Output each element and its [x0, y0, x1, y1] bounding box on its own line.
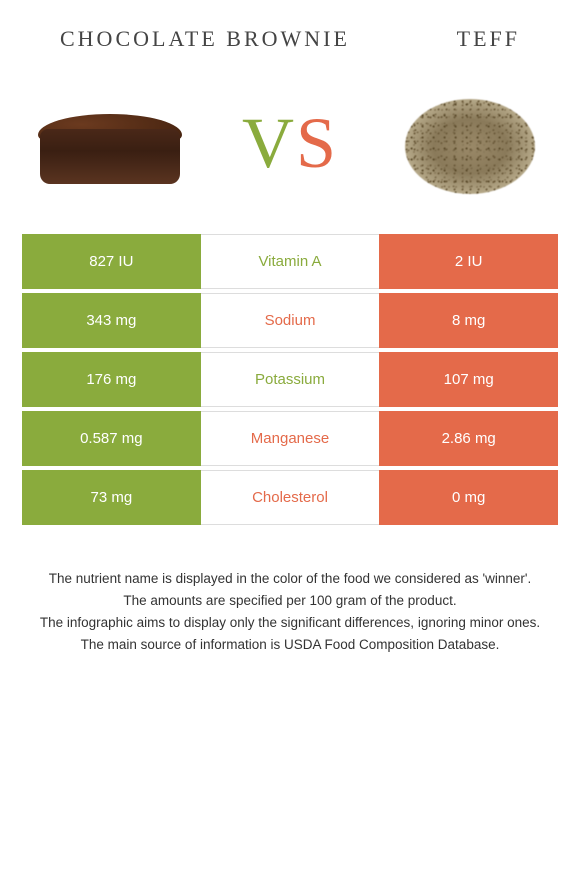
nutrient-table: 827 IUVitamin A2 IU343 mgSodium8 mg176 m…: [0, 234, 580, 525]
food-title-left: Chocolate brownie: [60, 25, 350, 54]
value-right: 2 IU: [379, 234, 558, 289]
value-right: 8 mg: [379, 293, 558, 348]
food-title-right-text: Teff: [457, 26, 520, 51]
nutrient-name: Sodium: [201, 293, 380, 348]
vs-label: VS: [242, 102, 338, 185]
food-title-right: Teff: [457, 25, 520, 54]
nutrient-row: 176 mgPotassium107 mg: [22, 352, 558, 407]
value-left: 73 mg: [22, 470, 201, 525]
footer-notes: The nutrient name is displayed in the co…: [0, 529, 580, 656]
footer-line3: The infographic aims to display only the…: [22, 613, 558, 633]
brownie-image: [30, 84, 190, 204]
footer-line4: The main source of information is USDA F…: [22, 635, 558, 655]
value-right: 2.86 mg: [379, 411, 558, 466]
value-left: 343 mg: [22, 293, 201, 348]
value-left: 827 IU: [22, 234, 201, 289]
value-right: 0 mg: [379, 470, 558, 525]
nutrient-name: Manganese: [201, 411, 380, 466]
footer-line1: The nutrient name is displayed in the co…: [22, 569, 558, 589]
vs-s: S: [296, 103, 338, 183]
nutrient-row: 343 mgSodium8 mg: [22, 293, 558, 348]
food-title-left-text: Chocolate brownie: [60, 26, 350, 51]
nutrient-name: Cholesterol: [201, 470, 380, 525]
teff-image: [390, 84, 550, 204]
nutrient-row: 827 IUVitamin A2 IU: [22, 234, 558, 289]
nutrient-name: Vitamin A: [201, 234, 380, 289]
nutrient-row: 73 mgCholesterol0 mg: [22, 470, 558, 525]
vs-v: V: [242, 103, 296, 183]
header-titles: Chocolate brownie Teff: [0, 0, 580, 64]
nutrient-row: 0.587 mgManganese2.86 mg: [22, 411, 558, 466]
value-left: 0.587 mg: [22, 411, 201, 466]
images-row: VS: [0, 64, 580, 234]
value-left: 176 mg: [22, 352, 201, 407]
footer-line2: The amounts are specified per 100 gram o…: [22, 591, 558, 611]
nutrient-name: Potassium: [201, 352, 380, 407]
value-right: 107 mg: [379, 352, 558, 407]
